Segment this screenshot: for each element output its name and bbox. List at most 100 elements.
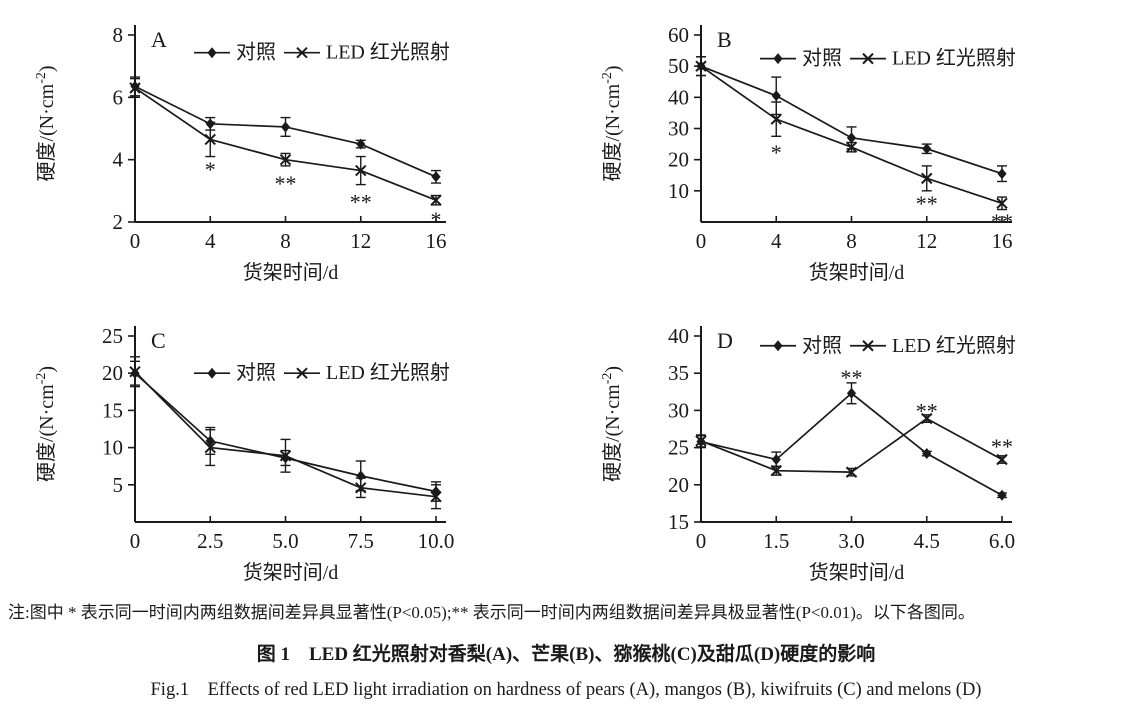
x-tick-label: 6.0 — [989, 529, 1015, 553]
significance-asterisk: ** — [841, 365, 863, 390]
y-tick-label: 10 — [102, 436, 123, 460]
x-axis-label: 货架时间/d — [243, 561, 339, 584]
diamond-marker-icon — [922, 143, 932, 155]
legend-label-led: LED 红光照射 — [326, 361, 450, 384]
significance-annotations: ****** — [841, 365, 1014, 459]
y-tick-label: 35 — [668, 361, 689, 385]
x-marker-icon — [695, 60, 707, 72]
svg-text:硬度/(N·cm-2): 硬度/(N·cm-2) — [600, 65, 624, 181]
significance-asterisk: ** — [916, 398, 938, 423]
y-tick-label: 30 — [668, 117, 689, 141]
panel-letter: C — [151, 328, 166, 353]
legend-label-led: LED 红光照射 — [326, 41, 450, 64]
significance-annotations: ****** — [205, 157, 442, 232]
legend: 对照 LED 红光照射 — [760, 334, 1016, 357]
svg-text:硬度/(N·cm-2): 硬度/(N·cm-2) — [34, 366, 58, 482]
x-tick-label: 3.0 — [838, 529, 864, 553]
x-tick-label: 10.0 — [418, 529, 455, 553]
x-axis: 0 4 8 12 16 — [130, 216, 447, 253]
x-marker-icon — [296, 367, 308, 379]
chart-panel-b-mangos: 0 4 8 12 16 10 20 30 40 50 60 硬度/(N·cm-2) 货架时间/d B 对照 L… — [566, 0, 1132, 290]
diamond-marker-icon — [846, 132, 857, 144]
series-led-red-light — [129, 77, 442, 206]
legend-label-control: 对照 — [236, 41, 276, 64]
series-led-red-light — [695, 412, 1008, 478]
x-tick-label: 0 — [130, 229, 141, 253]
x-marker-icon — [845, 141, 858, 153]
svg-text:货架时间/d: 货架时间/d — [243, 261, 339, 284]
x-marker-icon — [279, 450, 292, 462]
diamond-marker-icon — [207, 367, 217, 379]
legend-label-led: LED 红光照射 — [892, 334, 1016, 357]
svg-text:A: A — [151, 27, 167, 52]
legend-label-control: 对照 — [802, 47, 842, 70]
y-axis: 15 20 25 30 35 40 — [668, 324, 702, 534]
y-axis-label: 硬度/(N·cm-2) — [600, 366, 624, 482]
y-tick-label: 6 — [113, 85, 124, 109]
line-chart-d: 0 1.5 3.0 4.5 6.0 15 20 25 30 35 40 硬度/(N·cm-2) 货架时间… — [600, 324, 1016, 584]
chart-panel-d-melons: 0 1.5 3.0 4.5 6.0 15 20 25 30 35 40 硬度/(N·cm-2) 货架时间… — [566, 290, 1132, 590]
x-tick-label: 4 — [771, 229, 782, 253]
svg-text:货架时间/d: 货架时间/d — [809, 561, 905, 584]
diamond-marker-icon — [356, 138, 366, 150]
diamond-marker-icon — [207, 47, 217, 59]
x-tick-label: 7.5 — [348, 529, 374, 553]
significance-asterisk: * — [431, 207, 442, 232]
x-marker-icon — [129, 366, 141, 378]
x-marker-icon — [862, 340, 874, 352]
x-axis-label: 货架时间/d — [809, 561, 905, 584]
y-axis-label: 硬度/(N·cm-2) — [600, 65, 624, 181]
diamond-marker-icon — [922, 448, 932, 460]
legend: 对照 LED 红光照射 — [194, 361, 450, 384]
svg-text:B: B — [717, 27, 732, 52]
line-chart-c: 0 2.5 5.0 7.5 10.0 5 10 15 20 25 硬度/(N·cm-2) 货架时间/d… — [34, 324, 455, 584]
y-tick-label: 8 — [113, 23, 124, 47]
x-marker-icon — [129, 82, 141, 94]
series-control — [130, 76, 441, 184]
legend: 对照 LED 红光照射 — [194, 41, 450, 64]
series-led-red-light — [129, 356, 442, 510]
x-tick-label: 16 — [426, 229, 447, 253]
y-axis: 10 20 30 40 50 60 — [668, 23, 702, 222]
svg-text:D: D — [717, 328, 733, 353]
x-marker-icon — [430, 490, 442, 503]
x-marker-icon — [296, 46, 308, 59]
y-tick-label: 20 — [102, 361, 123, 385]
chart-grid: 0 4 8 12 16 2 4 6 8 硬度/(N·cm-2) 货架时间/d A 对照 LED 红光照射 *… — [0, 0, 1132, 590]
diamond-marker-icon — [431, 171, 441, 183]
figure-caption-en: Fig.1 Effects of red LED light irradiati… — [150, 680, 982, 701]
y-tick-label: 15 — [102, 398, 123, 422]
x-marker-icon — [996, 453, 1008, 466]
x-axis: 0 4 8 12 16 — [696, 216, 1013, 253]
diamond-marker-icon — [997, 489, 1007, 501]
y-tick-label: 20 — [668, 473, 689, 497]
x-marker-icon — [996, 197, 1008, 210]
x-tick-label: 4.5 — [914, 529, 940, 553]
y-tick-label: 25 — [102, 324, 123, 348]
significance-asterisk: ** — [275, 171, 297, 196]
legend-label-control: 对照 — [236, 361, 276, 384]
x-marker-icon — [845, 466, 858, 478]
y-tick-label: 2 — [113, 210, 124, 234]
diamond-marker-icon — [771, 454, 781, 466]
diamond-marker-icon — [771, 90, 781, 102]
x-marker-icon — [355, 164, 367, 177]
x-marker-icon — [695, 435, 707, 447]
series-led-red-light — [695, 56, 1008, 211]
x-tick-label: 12 — [350, 229, 371, 253]
diamond-marker-icon — [280, 121, 291, 133]
legend-label-led: LED 红光照射 — [892, 47, 1016, 70]
significance-asterisk: ** — [916, 191, 938, 216]
x-tick-label: 4 — [205, 229, 216, 253]
y-axis: 2 4 6 8 — [113, 23, 136, 234]
panel-letter: A — [151, 27, 167, 52]
y-tick-label: 10 — [668, 179, 689, 203]
y-tick-label: 40 — [668, 85, 689, 109]
diamond-marker-icon — [846, 387, 857, 399]
chart-panel-c-kiwifruits: 0 2.5 5.0 7.5 10.0 5 10 15 20 25 硬度/(N·cm-2) 货架时间/d… — [0, 290, 566, 590]
x-axis-label: 货架时间/d — [243, 261, 339, 284]
x-tick-label: 5.0 — [272, 529, 298, 553]
figure-note: 注:图中 * 表示同一时间内两组数据间差异具显著性(P<0.05);** 表示同… — [8, 603, 975, 622]
line-chart-b: 0 4 8 12 16 10 20 30 40 50 60 硬度/(N·cm-2) 货架时间/d B 对照 L… — [600, 23, 1016, 284]
